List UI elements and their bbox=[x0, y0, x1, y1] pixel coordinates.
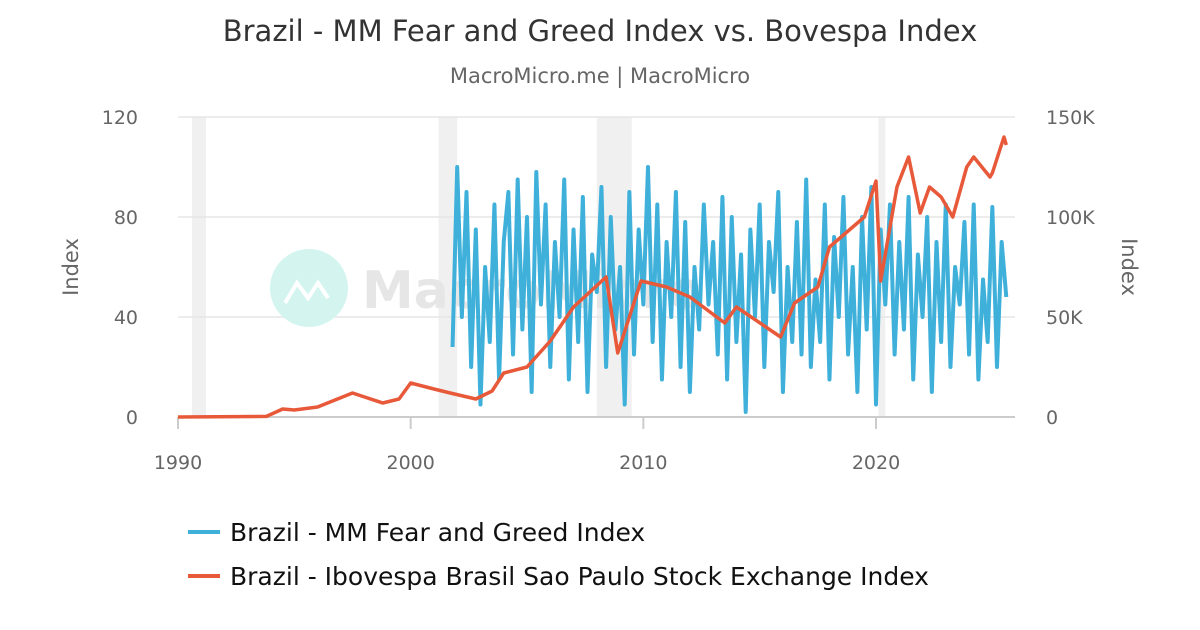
legend-label: Brazil - MM Fear and Greed Index bbox=[230, 517, 646, 547]
right-axis-label: Index bbox=[1117, 238, 1141, 296]
x-tick-label: 2000 bbox=[386, 452, 434, 474]
left-tick-label: 120 bbox=[102, 107, 138, 129]
left-tick-label: 40 bbox=[114, 307, 138, 329]
legend-swatch bbox=[188, 574, 220, 578]
x-tick-label: 2020 bbox=[852, 452, 900, 474]
x-tick-label: 2010 bbox=[619, 452, 667, 474]
x-tick-label: 1990 bbox=[154, 452, 202, 474]
series-line-fear-greed bbox=[450, 165, 1009, 414]
right-tick-label: 50K bbox=[1046, 307, 1083, 329]
right-tick-label: 100K bbox=[1046, 207, 1095, 229]
right-tick-label: 0 bbox=[1046, 407, 1058, 429]
watermark-logo-icon bbox=[270, 249, 348, 327]
watermark-logo-icon bbox=[283, 279, 330, 305]
legend-label: Brazil - Ibovespa Brasil Sao Paulo Stock… bbox=[230, 561, 929, 591]
legend: Brazil - MM Fear and Greed Index Brazil … bbox=[188, 510, 929, 598]
left-tick-label: 0 bbox=[126, 407, 138, 429]
legend-swatch bbox=[188, 530, 220, 534]
chart-title: Brazil - MM Fear and Greed Index vs. Bov… bbox=[222, 14, 978, 48]
legend-item-ibovespa[interactable]: Brazil - Ibovespa Brasil Sao Paulo Stock… bbox=[188, 554, 929, 598]
legend-item-fear-greed[interactable]: Brazil - MM Fear and Greed Index bbox=[188, 510, 929, 554]
series-line-ibovespa bbox=[177, 135, 1008, 419]
right-tick-label: 150K bbox=[1046, 107, 1095, 129]
shaded-period bbox=[191, 117, 206, 417]
left-axis-label: Index bbox=[59, 238, 83, 296]
chart-subtitle: MacroMicro.me | MacroMicro bbox=[449, 64, 751, 88]
left-tick-label: 80 bbox=[114, 207, 138, 229]
